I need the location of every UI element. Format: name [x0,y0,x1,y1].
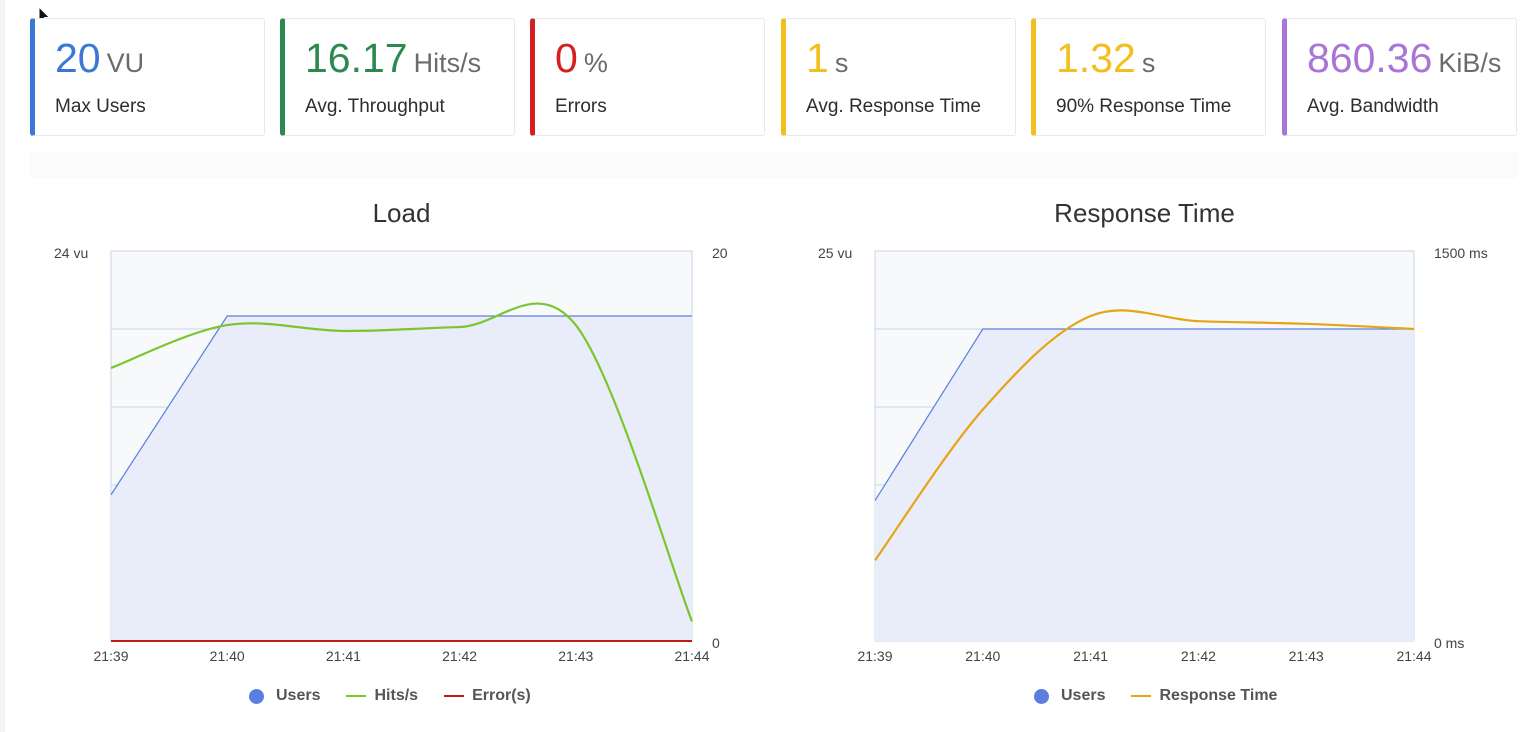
stat-value: 16.17 [305,35,408,81]
stat-label: Avg. Throughput [305,96,445,117]
x-tick-label: 21:42 [442,648,477,664]
response-chart-title: Response Time [1054,198,1235,228]
x-tick-label: 21:43 [558,648,593,664]
stat-label: Max Users [55,96,146,117]
response-right-axis-max: 1500 ms [1434,245,1488,261]
users-series-line [874,328,1414,501]
x-tick-label: 21:42 [1181,648,1216,664]
stat-unit: VU [106,48,145,78]
response-time-series-line [874,309,1415,562]
legend-label: Response Time [1159,687,1278,704]
stat-label: 90% Response Time [1056,96,1232,117]
load-right-axis-min: 0 [712,635,720,651]
legend-label: Error(s) [472,687,531,704]
legend-label: Users [1061,687,1106,704]
hits-s-series-line [110,302,694,622]
stat-card-avg-bandwidth: 860.36 KiB/s Avg. Bandwidth [1282,18,1517,136]
x-tick-label: 21:39 [857,648,892,664]
load-chart: 24 vu 20 0 21:39 21:40 21:41 21:42 21:43 21:4… [54,245,728,664]
response-time-chart: 25 vu 1500 ms 0 ms 21:39 21:40 21:41 21:42 2… [818,245,1488,664]
users-area [875,329,1414,641]
x-tick-label: 21:43 [1289,648,1324,664]
legend-item-response-time[interactable]: Response Time [1131,687,1277,705]
response-legend-line-icon [1131,695,1152,697]
x-tick-label: 21:40 [210,648,245,664]
stat-card-90-response-time: 1.32 s 90% Response Time [1031,18,1266,136]
legend-item-users[interactable]: Users [1034,687,1105,705]
load-chart-title: Load [372,198,431,228]
x-tick-label: 21:44 [1396,648,1431,664]
legend-item-hits[interactable]: Hits/s [346,687,418,705]
load-right-axis-max: 20 [712,245,728,261]
response-left-axis-max: 25 vu [818,245,852,261]
stat-card-avg-throughput: 16.17 Hits/s Avg. Throughput [280,18,515,136]
hits-legend-line-icon [346,695,367,697]
stat-unit: % [583,48,608,78]
separator-strip [30,152,1518,176]
stat-label: Errors [555,96,607,117]
x-tick-label: 21:44 [674,648,709,664]
stat-value: 1 [806,35,829,81]
errors-legend-line-icon [444,695,465,697]
stat-value: 860.36 [1307,35,1433,81]
stat-unit: Hits/s [413,48,482,78]
stat-unit: s [1141,48,1156,78]
stat-card-errors: 0% Errors [530,18,765,136]
stat-value: 20 [55,35,101,81]
stat-value: 1.32 [1056,35,1136,81]
left-edge-bar [0,0,5,732]
x-tick-label: 21:41 [1073,648,1108,664]
users-area [111,316,692,641]
legend-label: Hits/s [374,687,419,704]
users-legend-marker-icon [1034,688,1049,704]
stat-label: Avg. Response Time [806,96,981,117]
users-legend-marker-icon [249,688,264,704]
users-series-line [110,315,692,496]
legend-item-users[interactable]: Users [249,687,320,705]
stat-label: Avg. Bandwidth [1307,96,1439,117]
x-tick-label: 21:41 [326,648,361,664]
x-tick-label: 21:40 [965,648,1000,664]
load-left-axis-max: 24 vu [54,245,88,261]
x-tick-label: 21:39 [93,648,128,664]
stat-card-max-users: 20 VU Max Users [30,18,265,136]
stat-unit: KiB/s [1438,48,1502,78]
response-right-axis-min: 0 ms [1434,635,1464,651]
stat-value: 0 [555,35,578,81]
stat-unit: s [834,48,849,78]
response-legend: Users Response Time [1034,687,1303,705]
legend-label: Users [276,687,321,704]
load-legend: Users Hits/s Error(s) [249,687,557,705]
legend-item-errors[interactable]: Error(s) [444,687,531,705]
